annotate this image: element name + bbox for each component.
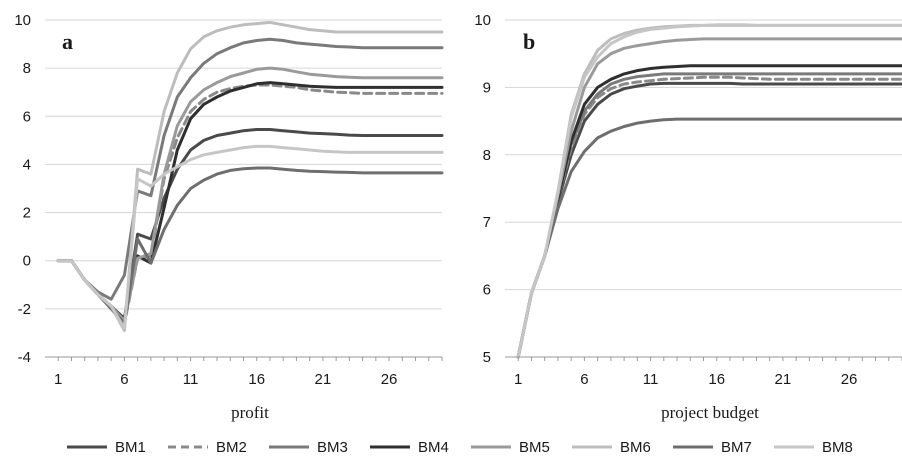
legend-label-bm2: BM2: [216, 439, 247, 456]
panel-a-gridlines: [45, 19, 442, 358]
panel-a-y-tick-label: 2: [23, 205, 31, 222]
panel-a-y-tick-label: -4: [18, 349, 31, 366]
panel-b-x-tick-label: 26: [841, 371, 858, 388]
panel-a-label: a: [62, 29, 73, 54]
panel-a-x-tick-label: 26: [381, 371, 398, 388]
panel-b-series-bm5: [516, 37, 902, 359]
legend: BM1 BM2 BM3 BM4 BM5 BM6 BM7 BM8: [67, 439, 853, 456]
legend-label-bm7: BM7: [721, 439, 752, 456]
panel-a-series-bm7: [56, 166, 444, 325]
panel-a-series-bm4: [56, 81, 444, 323]
panel-a-y-tick-label: 4: [23, 156, 31, 173]
panel-b-x-tick-label: 1: [514, 371, 522, 388]
panel-a-series-bm2: [56, 83, 444, 325]
legend-label-bm5: BM5: [519, 439, 550, 456]
panel-a-series-bm8: [56, 144, 444, 330]
panel-b-y-tick-label: 8: [483, 147, 491, 164]
panel-a-y-tick-label: 6: [23, 108, 31, 125]
panel-b-series-bm8: [516, 23, 902, 359]
panel-a-y-tick-label: 0: [23, 253, 31, 270]
panel-a-x-axis-title: profit: [231, 403, 269, 422]
panel-b-x-tick-label: 21: [775, 371, 792, 388]
panel-b-y-tick-label: 6: [483, 282, 491, 299]
panel-a-y-tick-label: 8: [23, 60, 31, 77]
legend-label-bm8: BM8: [822, 439, 853, 456]
panel-a-series: [56, 20, 444, 332]
legend-label-bm1: BM1: [115, 439, 146, 456]
panel-b-series-bm7: [516, 117, 902, 359]
panel-a-series-bm3: [56, 37, 444, 301]
panel-a-y-tick-label: 10: [14, 12, 31, 29]
legend-label-bm6: BM6: [620, 439, 651, 456]
panel-a-x-tick-label: 6: [120, 371, 128, 388]
panel-b-y-tick-label: 10: [474, 12, 491, 29]
panel-a-y-tick-label: -2: [18, 301, 31, 318]
panel-b-series-bm4: [516, 64, 902, 359]
legend-label-bm4: BM4: [418, 439, 449, 456]
panel-a-x-tick-label: 11: [183, 371, 199, 388]
panel-a-x-tick-label: 16: [248, 371, 265, 388]
panel-b-y-tick-label: 5: [483, 349, 491, 366]
panel-a-x-tick-label: 21: [315, 371, 332, 388]
panel-b-series-bm3: [516, 72, 902, 359]
legend-label-bm3: BM3: [317, 439, 348, 456]
panel-b-y-tick-label: 9: [483, 79, 491, 96]
panel-b-series-bm1: [516, 81, 902, 359]
panel-b-x-tick-label: 6: [580, 371, 588, 388]
panel-b-series: [516, 23, 902, 359]
panel-b-x-tick-label: 11: [643, 371, 659, 388]
panel-a-x-tick-label: 1: [54, 371, 62, 388]
panel-a-series-bm5: [56, 66, 444, 323]
panel-b-x-tick-label: 16: [708, 371, 725, 388]
panel-b-x-axis-title: project budget: [661, 403, 759, 422]
panel-b-y-tick-label: 7: [483, 214, 491, 231]
panel-b-label: b: [523, 29, 535, 54]
